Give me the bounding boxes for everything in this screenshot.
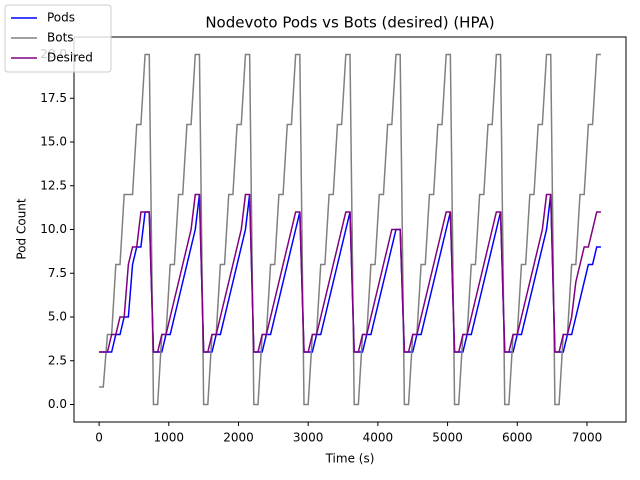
y-tick-label: 15.0 — [40, 135, 67, 149]
x-axis-label: Time (s) — [325, 452, 375, 466]
y-tick-label: 10.0 — [40, 222, 67, 236]
legend-label: Desired — [47, 51, 93, 65]
chart-title: Nodevoto Pods vs Bots (desired) (HPA) — [205, 14, 494, 32]
legend-label: Pods — [47, 11, 75, 25]
x-tick-label: 1000 — [154, 431, 185, 445]
x-tick-label: 3000 — [293, 431, 324, 445]
x-tick-label: 7000 — [572, 431, 603, 445]
x-tick-label: 6000 — [502, 431, 533, 445]
y-tick-label: 2.5 — [48, 353, 67, 367]
legend-box — [4, 4, 112, 73]
legend-label: Bots — [47, 31, 74, 45]
x-tick-label: 2000 — [223, 431, 254, 445]
y-tick-label: 5.0 — [48, 310, 67, 324]
y-tick-label: 0.0 — [48, 397, 67, 411]
x-tick-label: 0 — [95, 431, 103, 445]
y-tick-label: 17.5 — [40, 91, 67, 105]
y-tick-label: 12.5 — [40, 178, 67, 192]
x-tick-label: 5000 — [432, 431, 463, 445]
y-tick-label: 7.5 — [48, 266, 67, 280]
plot-frame — [73, 36, 627, 423]
data-line — [99, 193, 601, 353]
y-axis-label: Pod Count — [15, 198, 29, 260]
x-tick-label: 4000 — [363, 431, 394, 445]
